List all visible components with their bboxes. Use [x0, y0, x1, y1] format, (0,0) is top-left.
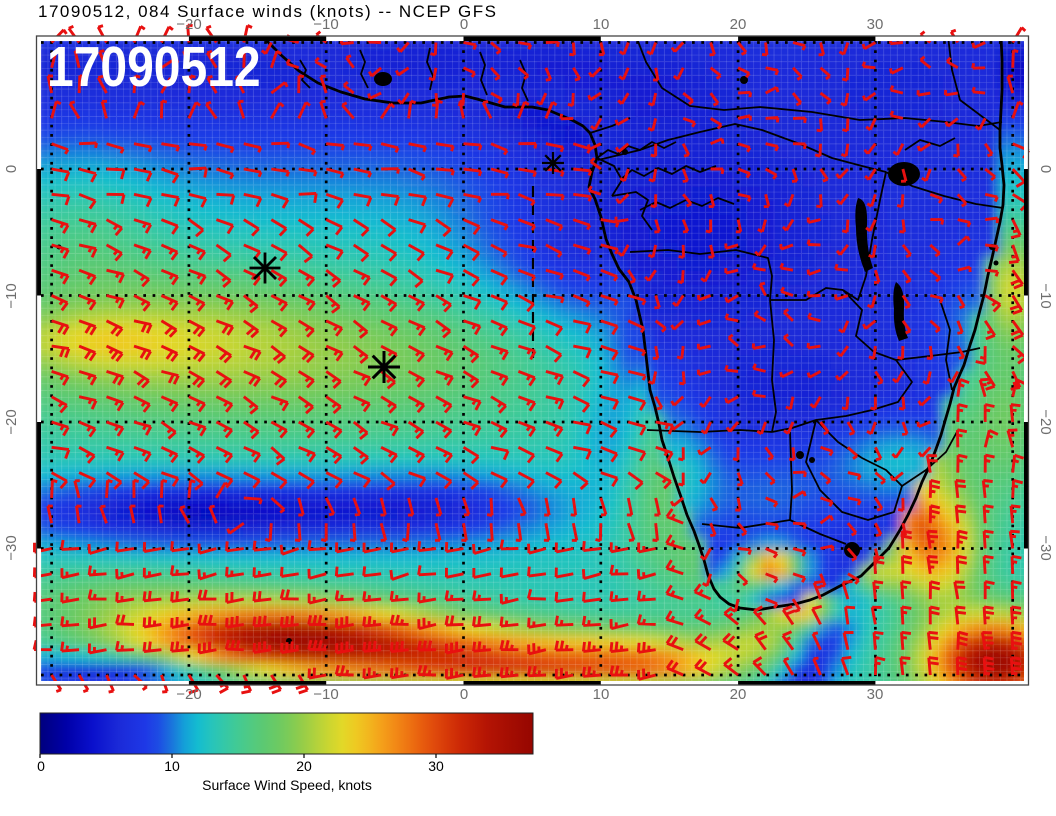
svg-text:30: 30 [867, 686, 884, 703]
svg-text:30: 30 [428, 758, 444, 774]
svg-text:0: 0 [37, 758, 45, 774]
svg-text:20: 20 [730, 16, 747, 33]
svg-text:0: 0 [3, 165, 20, 173]
svg-text:17090512, 084 Surface winds (k: 17090512, 084 Surface winds (knots) -- N… [38, 2, 497, 21]
svg-text:−30: −30 [1037, 535, 1054, 560]
svg-text:−20: −20 [1037, 409, 1054, 434]
svg-text:0: 0 [1037, 165, 1054, 173]
svg-text:−10: −10 [1037, 283, 1054, 308]
svg-text:0: 0 [460, 16, 468, 33]
svg-text:20: 20 [296, 758, 312, 774]
svg-text:20: 20 [730, 686, 747, 703]
svg-text:−10: −10 [3, 283, 20, 308]
svg-text:−20: −20 [176, 686, 201, 703]
svg-text:−20: −20 [3, 409, 20, 434]
svg-text:−20: −20 [176, 16, 201, 33]
svg-text:0: 0 [460, 686, 468, 703]
svg-text:−30: −30 [3, 535, 20, 560]
svg-text:−10: −10 [313, 686, 338, 703]
svg-text:10: 10 [593, 16, 610, 33]
svg-text:−10: −10 [313, 16, 338, 33]
svg-text:17090512: 17090512 [47, 36, 261, 98]
svg-text:30: 30 [867, 16, 884, 33]
svg-text:10: 10 [593, 686, 610, 703]
svg-text:10: 10 [164, 758, 180, 774]
svg-text:Surface Wind Speed, knots: Surface Wind Speed, knots [202, 777, 372, 793]
